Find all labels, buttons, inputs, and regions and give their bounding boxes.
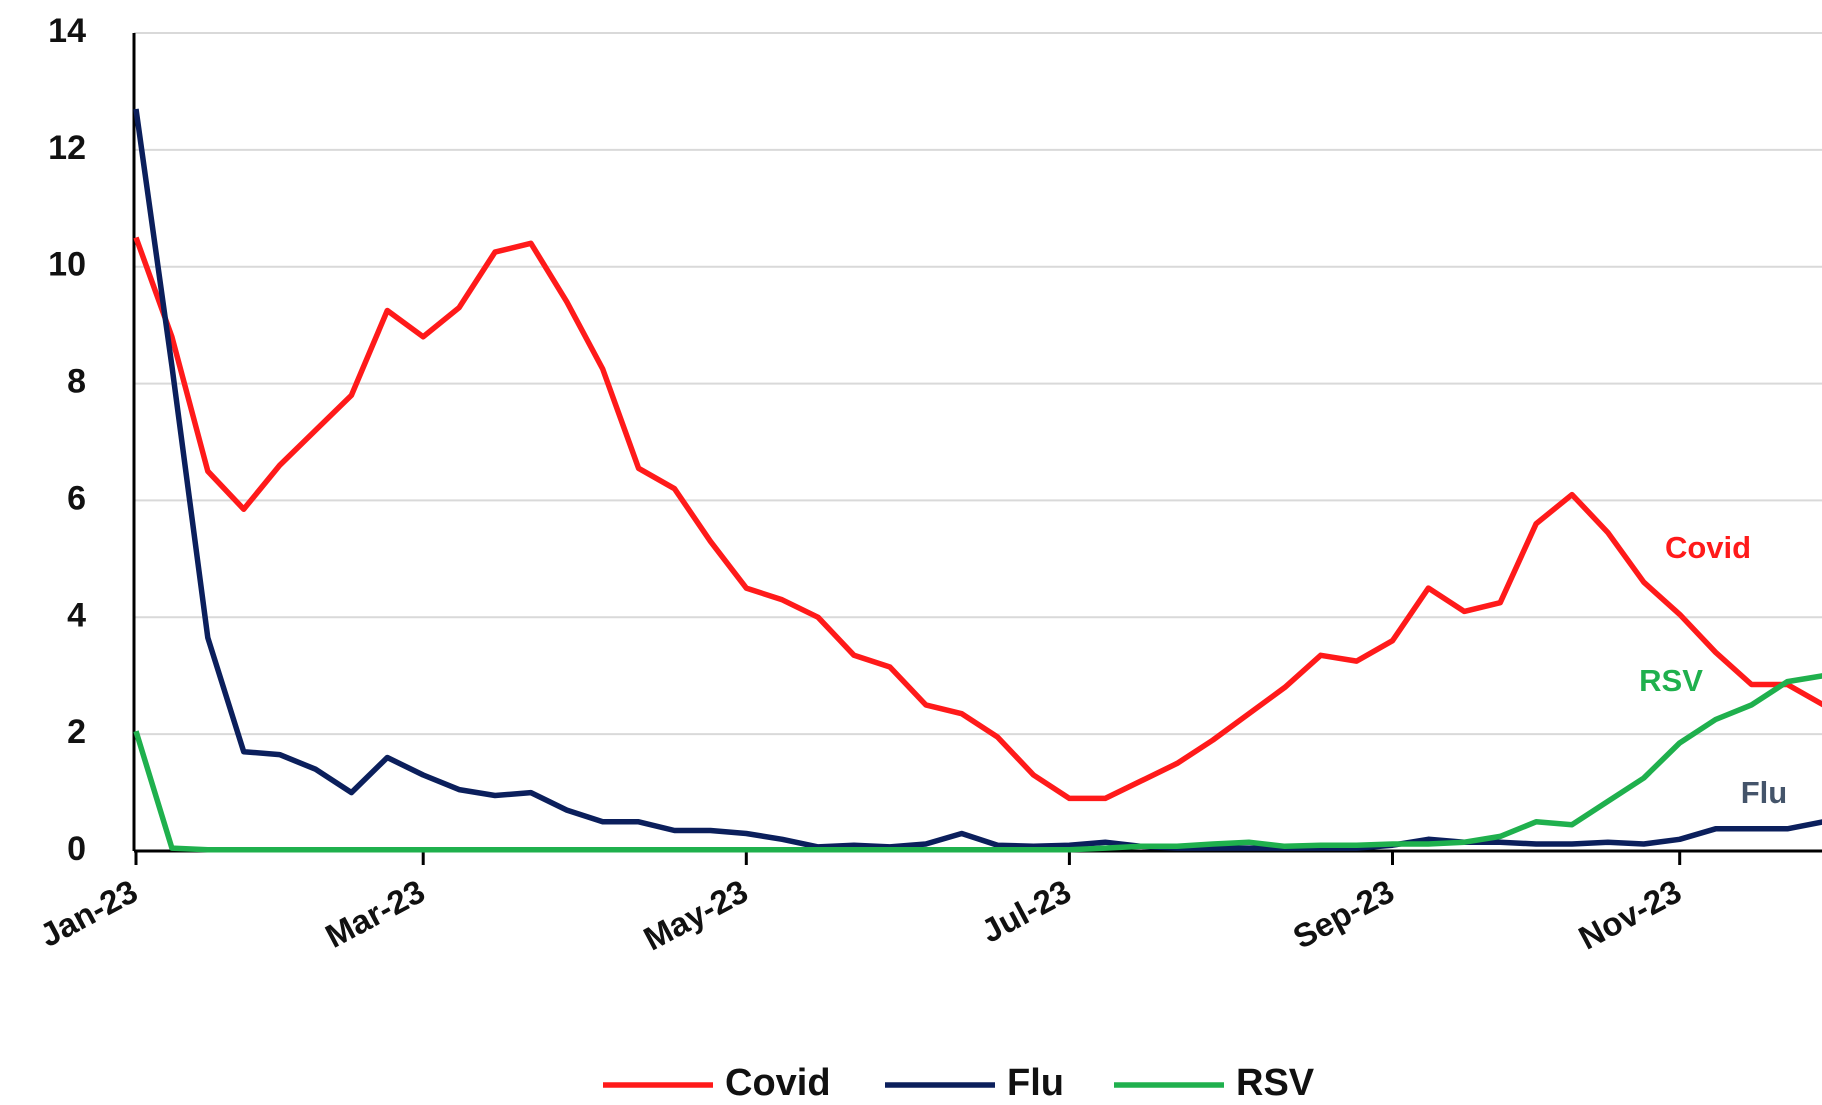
x-tick-label: May-23 bbox=[638, 872, 754, 957]
series-line bbox=[133, 108, 1822, 851]
y-tick-label: 0 bbox=[67, 830, 86, 868]
annotation: RSV bbox=[1639, 663, 1703, 698]
legend-label: RSV bbox=[1236, 1062, 1315, 1104]
y-tick-label: 2 bbox=[67, 713, 86, 751]
x-tick-label: Nov-23 bbox=[1573, 872, 1688, 956]
x-tick-label: Jul-23 bbox=[975, 872, 1077, 949]
y-tick-label: 10 bbox=[48, 246, 86, 284]
y-tick-label: 8 bbox=[67, 363, 86, 401]
y-tick-label: 6 bbox=[67, 479, 86, 517]
legend-label: Flu bbox=[1007, 1062, 1064, 1104]
x-tick-label: Mar-23 bbox=[319, 872, 430, 955]
annotation: Flu bbox=[1741, 775, 1788, 810]
series-line bbox=[133, 236, 1822, 802]
annotation: Covid bbox=[1665, 530, 1751, 565]
y-tick-label: 14 bbox=[48, 12, 86, 50]
legend-label: Covid bbox=[725, 1062, 831, 1104]
y-tick-label: 12 bbox=[48, 129, 86, 167]
x-tick-label: Jan-23 bbox=[34, 872, 144, 954]
y-tick-label: 4 bbox=[67, 596, 86, 634]
x-tick-label: Sep-23 bbox=[1287, 872, 1400, 955]
series-line bbox=[133, 673, 1822, 853]
